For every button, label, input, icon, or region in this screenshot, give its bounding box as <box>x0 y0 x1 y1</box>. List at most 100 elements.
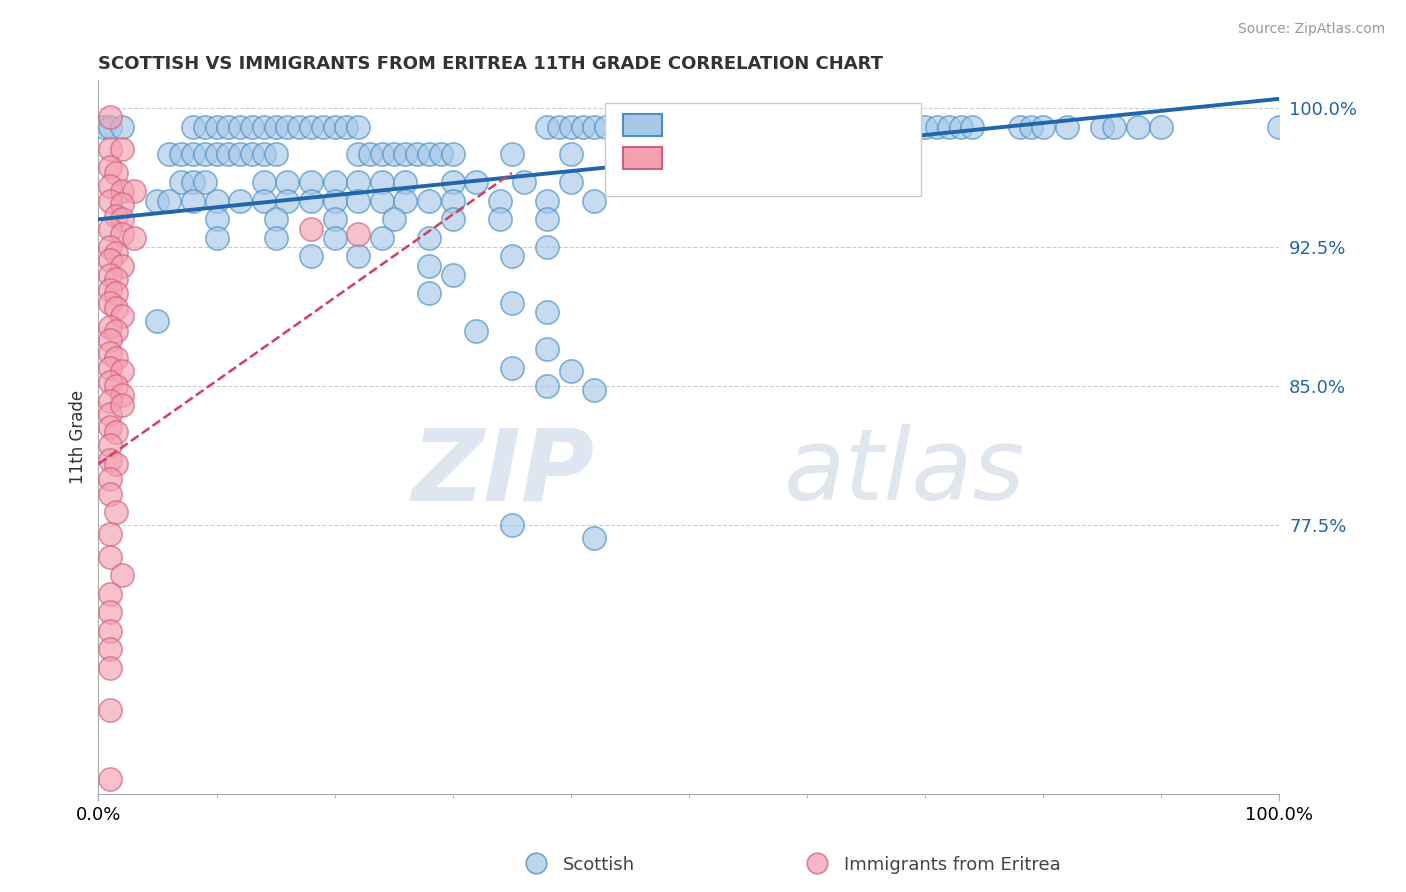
Point <box>418 231 440 245</box>
Point <box>111 120 134 134</box>
Point <box>288 120 311 134</box>
Point <box>806 856 828 871</box>
Point <box>359 147 381 161</box>
Point <box>111 364 134 378</box>
Point <box>105 505 128 519</box>
Point <box>111 227 134 241</box>
Point <box>299 120 322 134</box>
Point <box>205 212 228 227</box>
Point <box>93 120 115 134</box>
Point <box>1102 120 1125 134</box>
Point <box>501 249 523 263</box>
Point <box>122 231 145 245</box>
Point <box>371 194 394 208</box>
Point <box>571 120 593 134</box>
Point <box>105 324 128 338</box>
Text: atlas: atlas <box>783 425 1025 521</box>
Point <box>501 147 523 161</box>
Point <box>418 286 440 301</box>
Point <box>170 147 193 161</box>
Point <box>654 175 676 189</box>
Point <box>441 175 464 189</box>
Point <box>229 147 252 161</box>
Point <box>347 249 370 263</box>
Point <box>205 194 228 208</box>
Point <box>181 194 204 208</box>
Point <box>98 407 121 421</box>
Point <box>98 605 121 619</box>
Point <box>347 120 370 134</box>
Point <box>925 120 948 134</box>
Point <box>105 271 128 285</box>
Point <box>276 175 298 189</box>
Point <box>98 549 121 564</box>
Point <box>678 147 700 161</box>
Point <box>371 147 394 161</box>
Point <box>205 231 228 245</box>
Point <box>105 351 128 366</box>
Point <box>536 212 558 227</box>
Point <box>146 194 169 208</box>
Point <box>583 531 606 545</box>
Point <box>264 147 287 161</box>
Point <box>98 295 121 310</box>
Point <box>299 194 322 208</box>
Point <box>181 147 204 161</box>
Point <box>264 231 287 245</box>
Point <box>98 472 121 486</box>
Point <box>98 360 121 375</box>
Point <box>1032 120 1054 134</box>
Point <box>253 175 276 189</box>
Point <box>323 212 346 227</box>
Point <box>98 319 121 334</box>
Text: R = 0.143   N = 64: R = 0.143 N = 64 <box>668 149 852 167</box>
Point <box>98 142 121 156</box>
Point <box>205 147 228 161</box>
Point <box>111 185 134 199</box>
Text: SCOTTISH VS IMMIGRANTS FROM ERITREA 11TH GRADE CORRELATION CHART: SCOTTISH VS IMMIGRANTS FROM ERITREA 11TH… <box>98 55 883 73</box>
Point <box>441 212 464 227</box>
Point <box>98 642 121 657</box>
Point <box>949 120 972 134</box>
Point <box>240 120 263 134</box>
Point <box>98 268 121 282</box>
Point <box>111 398 134 412</box>
Point <box>394 194 416 208</box>
Point <box>323 120 346 134</box>
Point <box>737 120 759 134</box>
Point <box>406 147 429 161</box>
Point <box>253 120 276 134</box>
Point <box>323 231 346 245</box>
Text: ZIP: ZIP <box>412 425 595 521</box>
Point <box>98 283 121 297</box>
Point <box>105 301 128 316</box>
Point <box>536 240 558 254</box>
Point <box>111 142 134 156</box>
Point <box>217 120 239 134</box>
Point <box>98 120 121 134</box>
Point <box>194 147 217 161</box>
Point <box>111 212 134 227</box>
Point <box>205 120 228 134</box>
Point <box>276 194 298 208</box>
Point <box>1008 120 1031 134</box>
Point <box>98 376 121 390</box>
Point <box>418 259 440 273</box>
Point <box>98 420 121 434</box>
Point <box>105 245 128 260</box>
Point <box>501 295 523 310</box>
Point <box>98 194 121 208</box>
Point <box>98 527 121 541</box>
Point <box>347 194 370 208</box>
Point <box>98 703 121 717</box>
Text: R = 0.295   N = 114: R = 0.295 N = 114 <box>668 116 865 134</box>
Point <box>347 175 370 189</box>
Point <box>98 453 121 467</box>
Point <box>111 259 134 273</box>
Point <box>276 120 298 134</box>
Point <box>264 212 287 227</box>
Point <box>1091 120 1114 134</box>
Point <box>1268 120 1291 134</box>
Point <box>536 342 558 356</box>
Point <box>253 194 276 208</box>
